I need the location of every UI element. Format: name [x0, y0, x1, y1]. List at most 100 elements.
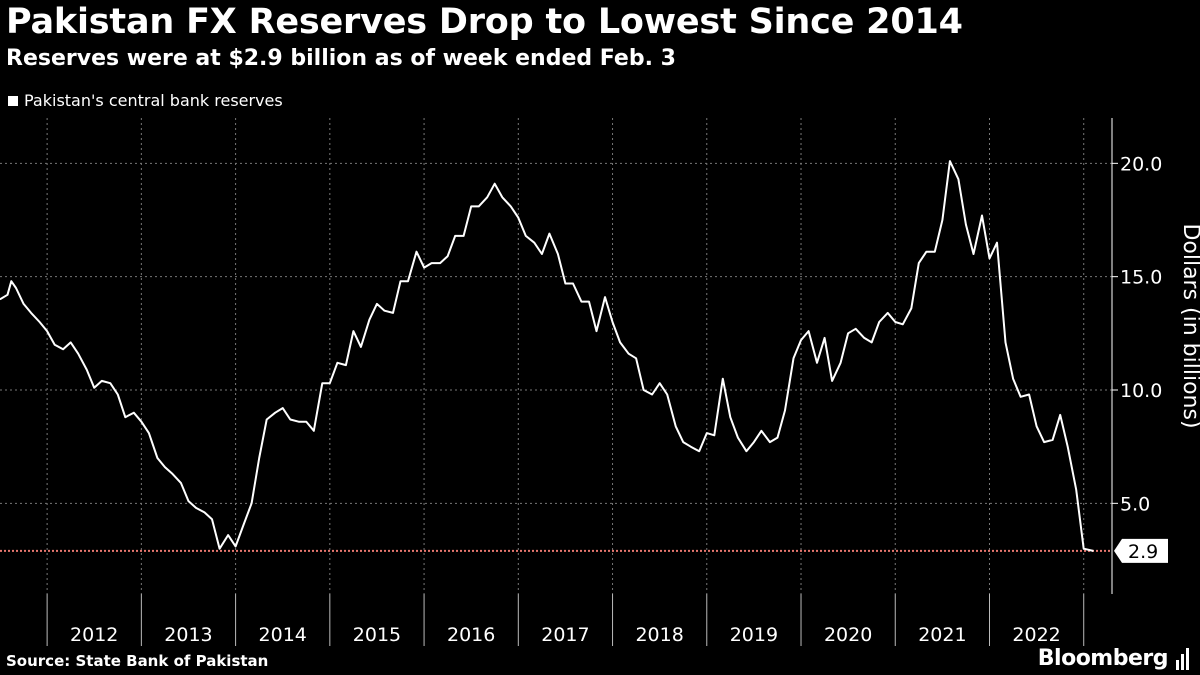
data-point	[996, 242, 998, 244]
data-point	[525, 235, 527, 237]
data-point	[187, 500, 190, 502]
data-point	[776, 437, 779, 439]
data-point	[415, 251, 418, 253]
y-tick-label: 5.0	[1120, 493, 1150, 515]
data-point	[557, 253, 559, 255]
data-point	[847, 332, 849, 334]
data-point	[6, 294, 9, 296]
legend: Pakistan's central bank reserves	[8, 91, 283, 110]
data-point	[737, 437, 739, 439]
axes	[46, 118, 1118, 646]
data-point	[10, 280, 12, 282]
data-point	[329, 382, 331, 384]
data-point	[171, 473, 174, 475]
y-axis-title: Dollars (in billions)	[1178, 223, 1200, 428]
data-point	[533, 242, 535, 244]
data-point	[604, 296, 606, 298]
data-point	[360, 346, 362, 348]
data-point	[447, 255, 449, 257]
data-point	[965, 223, 967, 226]
data-point	[745, 450, 747, 452]
data-point	[376, 303, 378, 305]
data-point	[38, 321, 41, 323]
data-point	[54, 344, 56, 346]
data-point	[368, 319, 371, 321]
chart-subtitle: Reserves were at $2.9 billion as of week…	[6, 46, 676, 71]
data-point	[313, 430, 315, 432]
data-point	[266, 418, 268, 421]
data-point	[1012, 378, 1014, 380]
data-point	[463, 235, 465, 237]
data-point	[564, 282, 567, 285]
data-point	[392, 312, 394, 314]
data-point	[274, 412, 276, 414]
data-point	[30, 312, 32, 314]
data-point	[548, 233, 551, 235]
x-tick-label: 2014	[259, 624, 307, 646]
data-point	[902, 323, 904, 325]
data-point	[383, 310, 386, 312]
x-tick-label: 2019	[730, 624, 778, 646]
data-point	[0, 298, 1, 300]
data-point	[760, 430, 763, 432]
data-point	[298, 421, 300, 423]
data-point	[1004, 341, 1007, 343]
data-point	[93, 387, 95, 389]
data-point	[486, 196, 488, 198]
data-point	[478, 205, 480, 207]
current-value-label: 2.9	[1128, 541, 1158, 563]
data-point	[305, 421, 307, 423]
data-point	[807, 330, 810, 332]
data-point	[800, 339, 802, 341]
data-point	[1067, 446, 1069, 448]
data-point	[792, 357, 795, 359]
data-point	[289, 418, 291, 421]
data-point	[627, 353, 630, 355]
data-point	[470, 205, 472, 207]
data-point	[1036, 425, 1038, 427]
data-point	[140, 421, 142, 423]
data-point	[981, 214, 983, 217]
data-point	[101, 380, 103, 382]
data-point	[541, 253, 543, 255]
data-point	[282, 407, 284, 409]
data-point	[501, 196, 503, 198]
data-point	[218, 548, 221, 550]
x-tick-label: 2018	[635, 624, 683, 646]
data-point	[816, 362, 818, 364]
data-point	[666, 393, 668, 396]
data-point	[580, 301, 583, 303]
bloomberg-bars-icon	[1176, 647, 1192, 670]
data-point	[234, 545, 237, 548]
x-tick-label: 2013	[164, 624, 212, 646]
data-point	[682, 441, 684, 443]
data-point	[15, 287, 17, 289]
data-point	[46, 330, 48, 332]
data-point	[258, 457, 260, 459]
brand-name: Bloomberg	[1037, 646, 1169, 671]
tick-labels: 5.0 10.0 15.0 20.0 2012 2013 2014 2015 2016 2017 2…	[70, 153, 1200, 646]
data-point	[918, 262, 920, 264]
source-note: Source: State Bank of Pakistan	[6, 652, 269, 670]
data-point	[70, 341, 72, 343]
data-point	[1028, 393, 1030, 396]
data-point	[494, 183, 496, 185]
data-point	[439, 262, 441, 264]
data-point	[894, 321, 896, 323]
data-point	[1019, 396, 1022, 398]
current-value-tag-box	[1114, 538, 1168, 563]
data-point	[595, 330, 598, 332]
data-point	[988, 257, 991, 260]
data-point	[180, 482, 182, 484]
y-tick-label: 15.0	[1120, 267, 1162, 289]
data-point	[659, 382, 661, 384]
y-tick-label: 20.0	[1120, 153, 1162, 175]
data-point	[769, 441, 771, 443]
data-point	[109, 382, 111, 384]
data-point	[863, 337, 865, 339]
data-point	[156, 457, 158, 459]
data-point	[753, 441, 755, 443]
data-point	[887, 312, 889, 314]
legend-label: Pakistan's central bank reserves	[24, 91, 283, 110]
data-point	[431, 262, 433, 264]
